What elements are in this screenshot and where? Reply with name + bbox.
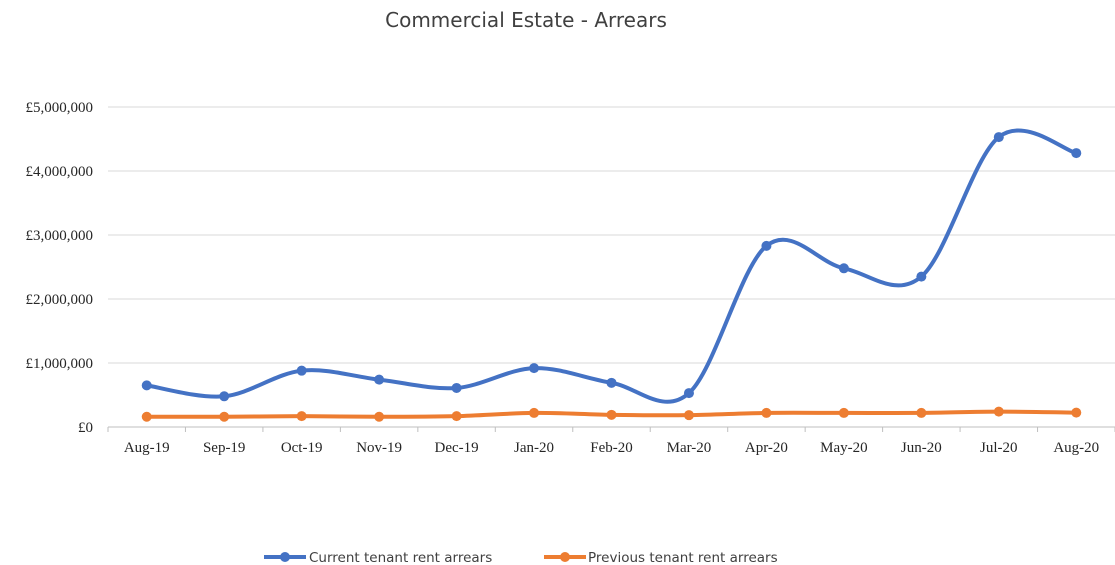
x-tick-label: Aug-19 [124,440,170,456]
series-current-tenant [141,128,1082,404]
data-point [141,380,152,391]
data-point [296,365,307,376]
y-tick-label: £4,000,000 [26,164,94,180]
data-point [1071,148,1082,159]
data-point [606,377,617,388]
x-tick-label: Oct-19 [281,440,323,456]
data-point [374,374,385,385]
data-point [606,409,617,420]
data-point [1071,407,1082,418]
data-point [916,271,927,282]
y-tick-label: £3,000,000 [26,228,94,244]
y-tick-label: £2,000,000 [26,292,94,308]
x-tick-label: Jun-20 [901,440,942,456]
x-axis-ticks: Aug-19 Sep-19 Oct-19 Nov-19 Dec-19 Jan-20 Feb-… [124,440,1099,456]
series-layer [141,128,1082,422]
x-tick-label: Dec-19 [434,440,478,456]
x-tick-label: Nov-19 [356,440,402,456]
data-point [374,411,385,422]
data-point [219,411,230,422]
x-axis [107,426,1115,432]
gridlines [108,106,1115,364]
legend: Current tenant rent arrears Previous tena… [264,550,778,565]
data-point [761,407,772,418]
x-tick-label: Feb-20 [590,440,633,456]
x-tick-label: Sep-19 [203,440,246,456]
x-tick-label: May-20 [820,440,868,456]
x-tick-label: Apr-20 [745,440,788,456]
x-tick-label: Aug-20 [1053,440,1099,456]
data-point [993,132,1004,143]
series-line [144,128,1079,404]
chart-title: Commercial Estate - Arrears [385,8,667,32]
data-point [761,240,772,251]
x-tick-label: Jan-20 [514,440,554,456]
data-point [916,407,927,418]
x-tick-label: Mar-20 [667,440,712,456]
legend-item: Current tenant rent arrears [264,550,492,565]
data-point [838,407,849,418]
series-previous-tenant [141,406,1082,422]
data-point [993,406,1004,417]
data-point [296,411,307,422]
y-tick-label: £0 [78,420,93,436]
legend-item: Previous tenant rent arrears [544,550,778,565]
data-point [838,263,849,274]
x-tick-label: Jul-20 [980,440,1018,456]
y-tick-label: £5,000,000 [26,100,94,116]
data-point [141,411,152,422]
data-point [451,382,462,393]
legend-marker [280,552,290,562]
data-point [529,363,540,374]
data-point [683,410,694,421]
legend-label: Current tenant rent arrears [309,550,492,565]
y-axis-ticks: £0 £1,000,000 £2,000,000 £3,000,000 £4,000,0… [26,100,94,436]
data-point [219,391,230,402]
legend-label: Previous tenant rent arrears [588,550,778,565]
legend-marker [560,552,570,562]
data-point [451,411,462,422]
data-point [683,388,694,399]
y-tick-label: £1,000,000 [26,356,94,372]
data-point [529,407,540,418]
